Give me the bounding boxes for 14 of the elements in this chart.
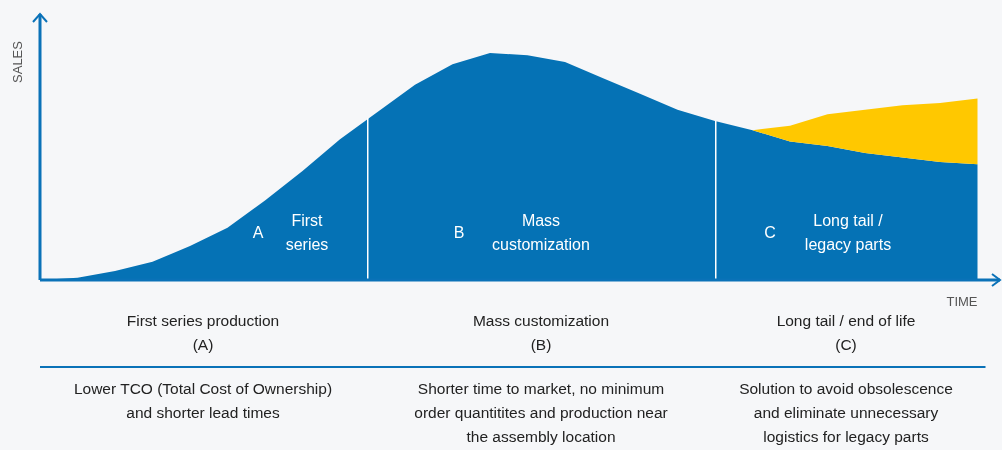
- annotation: Mass customization: [492, 212, 590, 253]
- y-axis-title: SALES: [10, 40, 25, 83]
- annotation: C: [764, 224, 776, 241]
- annotation: A: [252, 224, 264, 241]
- text: Long tail / end of life (C): [776, 312, 916, 353]
- annotation: B: [453, 224, 465, 241]
- text: Solution to avoid obsolescence and eliminate unnecessary logistics for legacy parts: [739, 380, 953, 445]
- text: Shorter time to market, no minimum order quantitites and production near the assembly location: [414, 380, 668, 445]
- text: Mass customization (B): [472, 312, 610, 353]
- text: First series production (A): [126, 312, 280, 353]
- x-axis-title: TIME: [946, 294, 978, 309]
- annotation: Long tail / legacy parts: [804, 212, 892, 253]
- annotation: First series: [285, 212, 329, 253]
- text: Lower TCO (Total Cost of Ownership) and shorter lead times: [73, 380, 333, 421]
